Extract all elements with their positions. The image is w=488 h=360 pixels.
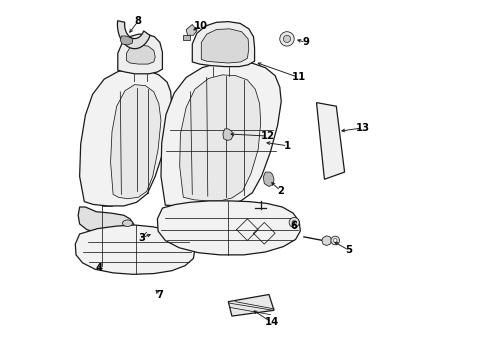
Text: 5: 5 [345, 245, 352, 255]
Polygon shape [321, 236, 331, 246]
Polygon shape [78, 207, 133, 234]
Text: 9: 9 [302, 37, 308, 48]
Circle shape [291, 220, 296, 225]
Polygon shape [80, 69, 171, 206]
Ellipse shape [122, 220, 132, 226]
Polygon shape [118, 34, 162, 74]
Polygon shape [223, 129, 232, 140]
Polygon shape [75, 225, 194, 274]
Circle shape [279, 32, 294, 46]
Text: 2: 2 [277, 186, 284, 196]
Text: 8: 8 [135, 16, 142, 26]
Polygon shape [126, 45, 155, 64]
Text: 12: 12 [261, 131, 274, 141]
Polygon shape [179, 75, 260, 201]
Text: 6: 6 [290, 221, 297, 231]
Text: 4: 4 [95, 263, 102, 273]
Polygon shape [201, 29, 248, 63]
Text: 11: 11 [291, 72, 305, 82]
Polygon shape [183, 35, 189, 40]
Circle shape [330, 236, 339, 245]
Text: 1: 1 [284, 141, 291, 151]
Text: 7: 7 [156, 290, 163, 300]
Circle shape [288, 217, 299, 228]
Circle shape [333, 239, 336, 242]
Text: 13: 13 [356, 123, 369, 133]
Text: 10: 10 [194, 21, 208, 31]
Polygon shape [263, 172, 273, 186]
Polygon shape [110, 85, 161, 199]
Circle shape [283, 35, 290, 42]
Polygon shape [316, 103, 344, 179]
Polygon shape [157, 201, 300, 255]
Polygon shape [120, 36, 133, 45]
Text: 14: 14 [264, 317, 278, 327]
Polygon shape [186, 24, 197, 35]
Polygon shape [161, 62, 281, 206]
Polygon shape [192, 22, 254, 67]
Polygon shape [228, 294, 273, 316]
Polygon shape [117, 21, 150, 49]
Text: 3: 3 [138, 233, 145, 243]
